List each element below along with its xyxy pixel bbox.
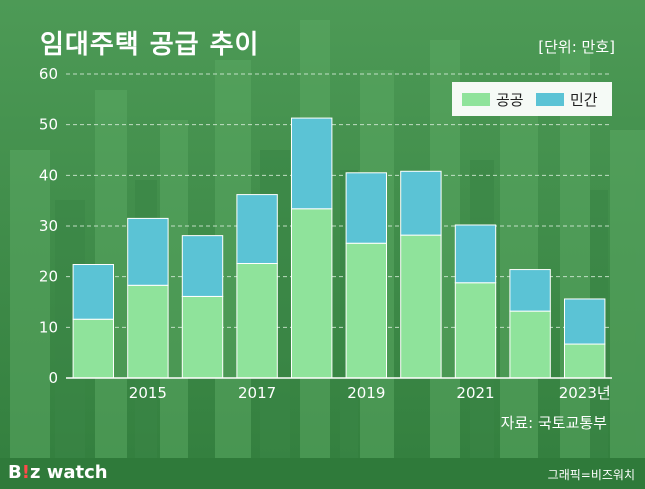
bar-private-2021 <box>454 224 497 284</box>
bar-public-2014 <box>72 318 115 379</box>
bar-public-2020 <box>400 234 442 379</box>
x-tick-label: 2017 <box>238 384 276 402</box>
x-tick-label: 2019 <box>347 384 385 402</box>
bar-public-2019 <box>345 242 388 379</box>
y-tick-label: 40 <box>39 166 58 184</box>
footer-bar: B!z watch 그래픽=비즈워치 <box>0 458 645 489</box>
stacked-bar-chart: 0 10 20 30 40 50 60 2015 2017 2019 2021 2023년 공공 민간 <box>39 65 612 402</box>
bar-private-2017 <box>236 194 278 264</box>
bar-public-2015 <box>127 284 169 379</box>
legend-swatch-private <box>536 93 564 106</box>
y-tick-label: 0 <box>48 369 58 387</box>
legend-swatch-public <box>462 93 490 106</box>
legend-label-public: 공공 <box>496 91 524 109</box>
x-tick-label: 2023년 <box>559 384 611 402</box>
legend-label-private: 민간 <box>570 91 598 109</box>
bar-private-2023 <box>563 298 606 345</box>
bar-private-2019 <box>345 172 388 244</box>
bar-private-2018 <box>290 117 333 210</box>
y-tick-label: 50 <box>39 116 58 134</box>
bar-private-2020 <box>400 170 442 236</box>
bar-public-2023 <box>563 343 606 379</box>
y-tick-label: 10 <box>39 318 58 336</box>
logo-b: B <box>8 462 22 483</box>
logo-accent: ! <box>21 462 30 483</box>
bar-public-2017 <box>236 262 278 379</box>
x-tick-label: 2015 <box>129 384 167 402</box>
logo-rest: z watch <box>29 462 108 483</box>
y-tick-label: 60 <box>39 65 58 83</box>
bar-public-2016 <box>181 295 224 379</box>
bar-private-2016 <box>181 235 224 297</box>
unit-label: [단위: 만호] <box>538 38 615 56</box>
source-note: 자료: 국토교통부 <box>500 414 607 432</box>
y-tick-label: 20 <box>39 268 58 286</box>
bizwatch-logo: B!z watch <box>8 462 108 483</box>
bar-private-2015 <box>127 217 169 286</box>
bar-private-2014 <box>72 264 115 320</box>
bar-private-2022 <box>509 269 551 312</box>
graphic-credit: 그래픽=비즈워치 <box>547 468 635 482</box>
bar-public-2022 <box>509 310 551 379</box>
x-tick-label: 2021 <box>456 384 494 402</box>
chart-title: 임대주택 공급 추이 <box>40 30 260 60</box>
bar-public-2021 <box>454 282 497 379</box>
y-tick-label: 30 <box>39 217 58 235</box>
bar-public-2018 <box>290 208 333 379</box>
